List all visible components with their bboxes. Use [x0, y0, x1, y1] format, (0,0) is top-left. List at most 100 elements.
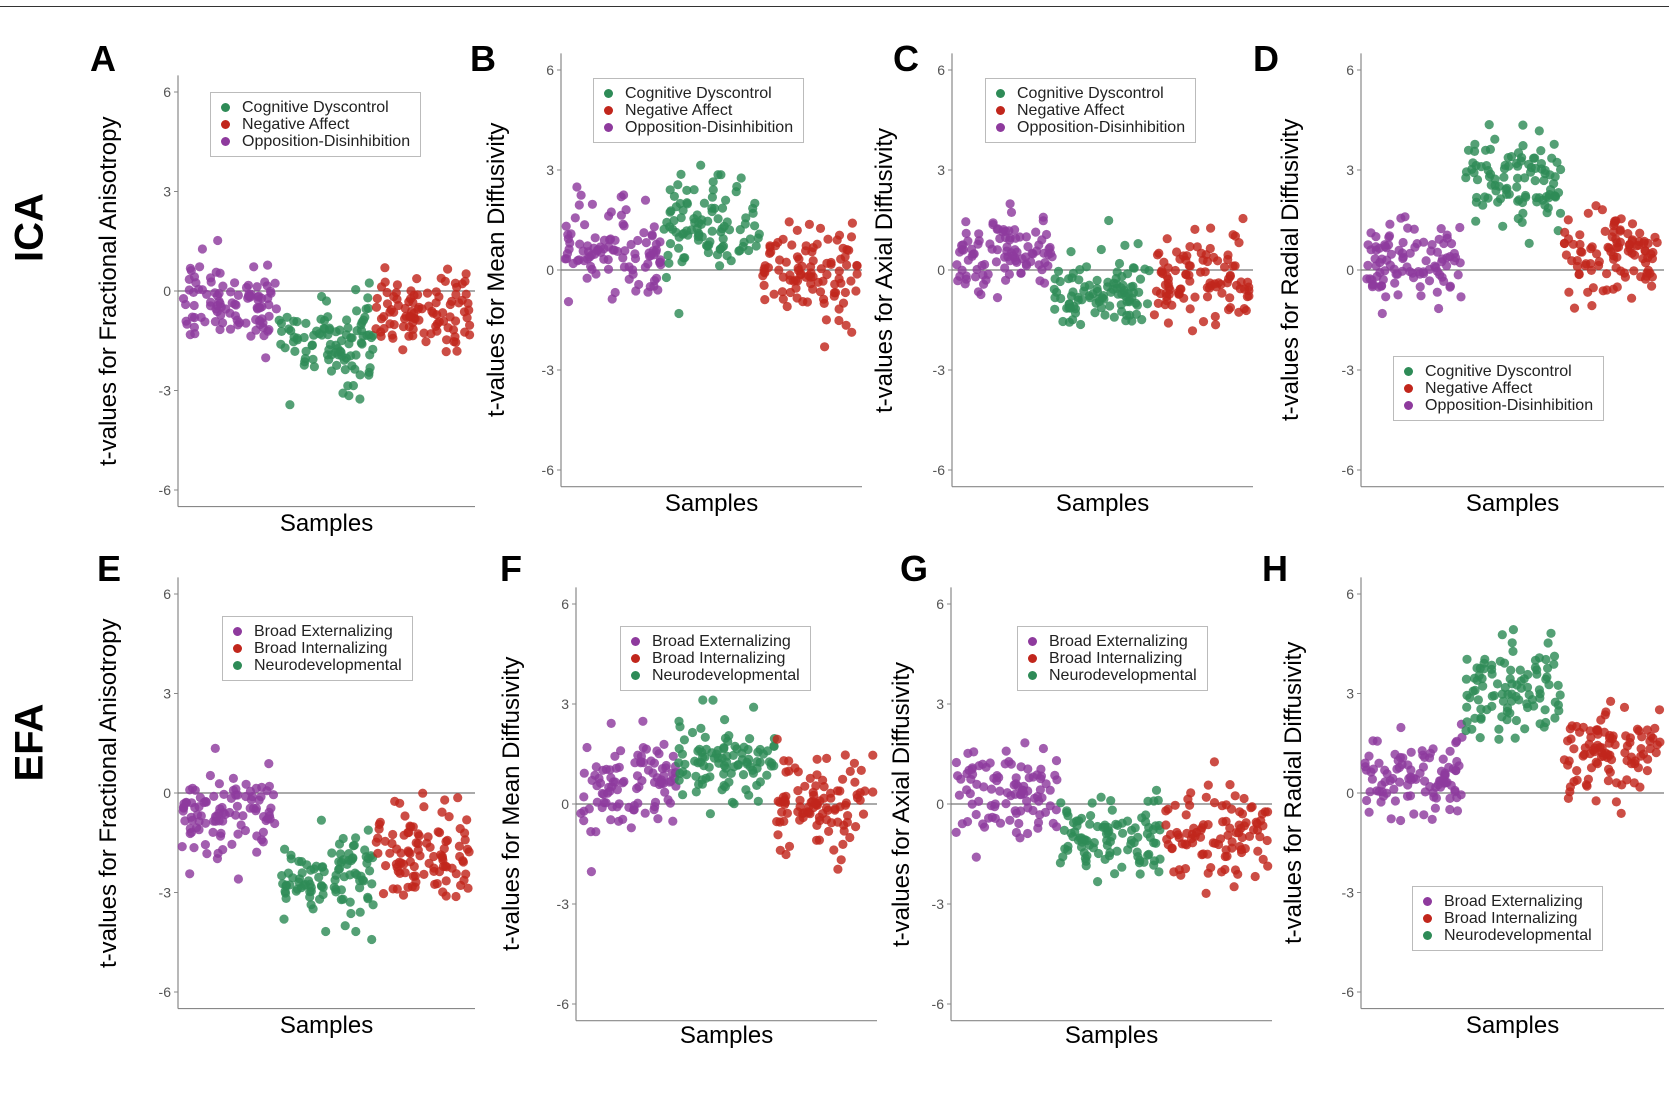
data-point — [992, 293, 1003, 303]
data-point — [599, 235, 610, 245]
data-point — [205, 301, 216, 311]
data-point — [1540, 705, 1550, 715]
data-point — [970, 272, 981, 282]
data-point — [1384, 232, 1394, 242]
data-point — [754, 229, 764, 239]
data-point — [762, 770, 772, 780]
data-point — [1365, 274, 1375, 284]
data-point — [590, 249, 600, 259]
data-point — [1586, 244, 1596, 254]
data-point — [735, 245, 745, 256]
data-point — [860, 786, 870, 796]
legend-swatch — [221, 137, 230, 146]
data-point — [1545, 190, 1555, 200]
data-point — [307, 340, 317, 350]
data-point — [232, 801, 242, 811]
data-point — [1189, 823, 1199, 833]
y-tick-label: 3 — [561, 696, 569, 712]
data-point — [332, 360, 342, 370]
data-point — [574, 200, 584, 210]
data-point — [744, 790, 754, 800]
data-point — [1149, 856, 1160, 866]
data-point — [824, 826, 834, 837]
data-point — [1503, 153, 1513, 163]
data-point — [1600, 710, 1610, 720]
data-point — [586, 261, 596, 271]
data-point — [839, 826, 849, 836]
data-point — [297, 868, 307, 878]
y-tick-label: -3 — [933, 362, 946, 378]
data-point — [682, 226, 692, 236]
data-point — [191, 823, 202, 833]
data-point — [246, 331, 256, 341]
legend: Cognitive Dyscontrol Negative Affect Oppos… — [593, 78, 805, 143]
data-point — [719, 743, 729, 753]
data-point — [792, 252, 803, 262]
data-point — [1126, 282, 1136, 292]
data-point — [682, 199, 693, 209]
data-point — [772, 734, 782, 744]
data-point — [993, 224, 1003, 234]
data-point — [1439, 238, 1449, 249]
data-point — [1484, 172, 1495, 182]
data-point — [643, 259, 653, 269]
data-point — [213, 235, 223, 246]
legend-label: Broad Externalizing — [254, 623, 393, 640]
data-point — [587, 199, 598, 209]
data-point — [606, 773, 616, 783]
data-point — [838, 774, 848, 784]
data-point — [1172, 247, 1182, 257]
data-point — [1542, 208, 1552, 218]
data-point — [1162, 834, 1172, 845]
data-point — [1023, 242, 1033, 252]
data-point — [1005, 815, 1015, 825]
data-point — [1398, 237, 1408, 248]
data-point — [606, 815, 616, 825]
data-point — [1050, 274, 1060, 284]
data-point — [399, 830, 409, 840]
legend-item: Cognitive Dyscontrol — [221, 99, 410, 116]
data-point — [410, 871, 420, 881]
data-point — [1381, 292, 1391, 302]
data-point — [626, 239, 636, 250]
data-point — [745, 234, 755, 244]
data-point — [1107, 805, 1117, 815]
data-point — [1479, 664, 1489, 674]
data-point — [730, 741, 740, 751]
data-point — [331, 327, 341, 337]
data-point — [1209, 798, 1220, 808]
data-point — [216, 310, 226, 320]
data-point — [227, 839, 237, 850]
data-point — [382, 287, 392, 298]
data-point — [317, 881, 327, 891]
data-point — [1081, 262, 1092, 272]
data-point — [1211, 320, 1221, 330]
legend-swatch — [604, 106, 613, 115]
data-point — [380, 836, 390, 846]
data-point — [1135, 869, 1145, 879]
data-point — [348, 853, 358, 863]
data-point — [1022, 796, 1032, 806]
data-point — [364, 278, 374, 288]
data-point — [205, 770, 215, 781]
data-point — [951, 757, 962, 768]
data-point — [358, 331, 368, 341]
data-point — [758, 271, 768, 281]
data-point — [665, 185, 675, 195]
data-point — [308, 354, 318, 364]
data-point — [1206, 281, 1216, 291]
data-point — [1151, 785, 1162, 795]
legend-label: Broad Internalizing — [1444, 910, 1578, 927]
data-point — [687, 727, 698, 738]
data-point — [633, 235, 643, 246]
data-point — [1074, 275, 1084, 285]
data-point — [1133, 832, 1143, 842]
data-point — [1376, 797, 1386, 807]
data-point — [1096, 303, 1106, 313]
data-point — [1190, 224, 1200, 234]
data-point — [829, 845, 839, 855]
data-point — [1487, 664, 1497, 675]
legend-swatch — [604, 123, 613, 132]
data-point — [984, 813, 994, 823]
data-point — [1470, 685, 1480, 696]
